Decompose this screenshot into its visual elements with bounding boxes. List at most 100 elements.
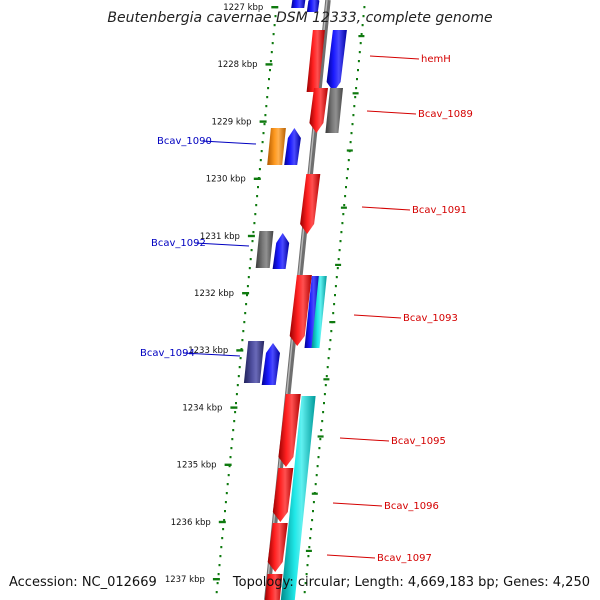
dots-left-outer <box>219 555 222 558</box>
dots-right-outer <box>362 15 365 18</box>
dots-left-outer <box>263 123 266 126</box>
dots-left-outer <box>225 492 228 495</box>
dots-right-outer <box>361 24 364 27</box>
gene-label-bcav-1091[interactable]: Bcav_1091 <box>412 205 467 216</box>
dots-right-outer <box>325 375 328 378</box>
gene-label-bcav-1093[interactable]: Bcav_1093 <box>403 313 458 324</box>
gene-Bcav-1090 <box>284 128 301 165</box>
gene-Bcav-1092-gray <box>255 231 274 268</box>
gene-Bcav-1095-cyan <box>280 396 316 600</box>
dots-right-outer <box>334 294 336 297</box>
ruler-tick-label: 1233 kbp <box>188 346 228 356</box>
dots-right-outer <box>314 483 317 486</box>
leader-line <box>361 206 411 211</box>
dots-left-outer <box>267 87 270 90</box>
dots-left-outer <box>222 528 225 531</box>
dots-right-outer <box>345 177 348 180</box>
dots-right-outer <box>342 213 345 216</box>
dots-right-outer <box>322 411 325 414</box>
leader-line <box>332 502 383 507</box>
dots-right-outer <box>359 42 362 45</box>
dots-right-outer <box>360 33 363 36</box>
gene-label-bcav-1092[interactable]: Bcav_1092 <box>151 238 206 249</box>
dots-right-outer <box>337 258 340 261</box>
dots-right-outer <box>324 384 327 387</box>
dots-right-outer <box>309 537 312 540</box>
ruler-minor-tick <box>358 35 365 38</box>
gene-label-bcav-1090[interactable]: Bcav_1090 <box>157 136 212 147</box>
gene-Bcav-1094-purple <box>243 341 265 383</box>
dots-left-outer <box>243 321 246 324</box>
ruler-tick <box>218 520 226 524</box>
dots-left-outer <box>269 60 272 63</box>
leader-line <box>353 314 402 319</box>
dots-left-outer <box>235 402 237 405</box>
dots-left-outer <box>262 132 265 135</box>
dots-right-outer <box>334 285 337 288</box>
gene-label-hemh[interactable]: hemH <box>421 54 451 65</box>
gene-features <box>243 0 347 600</box>
dots-right-outer <box>343 204 346 207</box>
dots-right-outer <box>346 168 349 171</box>
dots-left-outer <box>238 366 241 369</box>
ruler-tick-label: 1227 kbp <box>223 3 263 13</box>
gene-label-bcav-1089[interactable]: Bcav_1089 <box>418 109 473 120</box>
dots-left-outer <box>270 51 273 54</box>
gene-label-bcav-1095[interactable]: Bcav_1095 <box>391 436 446 447</box>
dots-left-outer <box>227 474 230 477</box>
dots-left-outer <box>266 96 269 99</box>
dots-left-outer <box>250 249 253 252</box>
dots-left-outer <box>273 24 276 27</box>
dots-right-outer <box>312 510 314 513</box>
dots-right-outer <box>327 357 330 360</box>
dots-left-outer <box>234 411 237 414</box>
gene-Bcav-1091 <box>300 174 321 234</box>
dots-right-outer <box>316 465 319 468</box>
ruler-tick-label: 1229 kbp <box>212 117 252 127</box>
gene-bottom-red <box>264 574 283 600</box>
dots-left-outer <box>244 312 247 315</box>
ruler-tick <box>265 63 273 66</box>
dots-right-outer <box>345 186 347 189</box>
ruler-tick <box>259 120 267 123</box>
dots-left-outer <box>233 420 236 423</box>
dots-right-outer <box>310 528 313 531</box>
dots-left-outer <box>231 438 234 441</box>
dots-right-outer <box>329 339 332 342</box>
dots-right-outer <box>338 249 341 252</box>
dots-right-outer <box>319 438 322 441</box>
dots-left-outer <box>253 222 256 225</box>
ruler-tick-label: 1230 kbp <box>206 175 246 185</box>
gene-Bcav-1093-blue <box>304 276 320 348</box>
dots-right-outer <box>326 366 329 369</box>
ruler-minor-tick <box>346 149 353 152</box>
dots-left-outer <box>256 195 259 198</box>
gene-Bcav-1090-orange <box>267 128 286 165</box>
dots-left-outer <box>265 105 268 108</box>
leader-line <box>326 554 376 559</box>
gene-label-bcav-1096[interactable]: Bcav_1096 <box>384 501 439 512</box>
dots-right-outer <box>357 60 360 63</box>
dots-right-outer <box>304 582 307 585</box>
dots-right-outer <box>333 303 336 306</box>
accession-text: Accession: NC_012669 <box>9 575 157 590</box>
gene-Bcav-1089-gray <box>325 88 343 133</box>
topology-text: Topology: circular; Length: 4,669,183 bp… <box>232 575 590 590</box>
dots-left-outer <box>229 456 232 459</box>
ruler-tick <box>224 463 232 466</box>
dots-left-outer <box>224 501 227 504</box>
dots-right-outer <box>307 555 310 558</box>
dots-right-outer <box>349 141 352 144</box>
gene-label-bcav-1094[interactable]: Bcav_1094 <box>140 348 195 359</box>
gene-label-bcav-1097[interactable]: Bcav_1097 <box>377 553 432 564</box>
leader-line <box>182 352 241 357</box>
ruler-tick-label: 1228 kbp <box>217 60 257 70</box>
dots-right-outer <box>312 501 315 504</box>
ruler-tick-label: 1236 kbp <box>171 518 211 528</box>
gene-red-1088 <box>306 30 325 92</box>
dots-left-outer <box>245 303 248 306</box>
dots-right-outer <box>317 456 320 459</box>
ruler-tick <box>230 406 238 409</box>
dots-right-outer <box>303 591 306 594</box>
